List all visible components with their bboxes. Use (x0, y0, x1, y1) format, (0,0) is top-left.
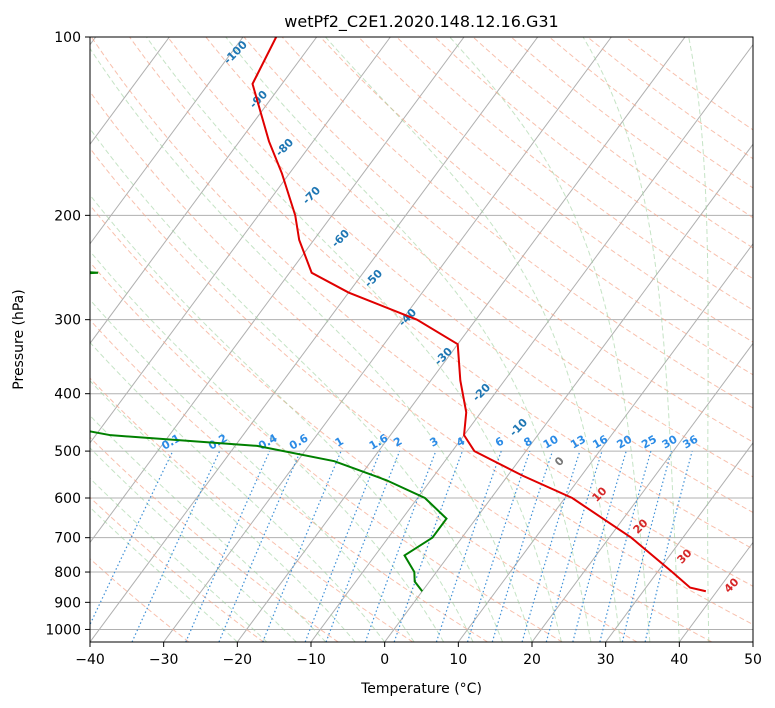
mixing-ratio-line (262, 450, 342, 642)
dry-adiabat-line (90, 261, 563, 642)
plot-frame (89, 36, 754, 643)
dry-adiabat-line (167, 37, 753, 514)
y-tick-label: 800 (54, 565, 81, 581)
isotherm-line (90, 37, 170, 146)
x-tick-label: 30 (597, 652, 615, 668)
dewpoint-profile-line (90, 271, 448, 592)
isotherm-line (384, 143, 753, 642)
dry-adiabat-line (90, 90, 753, 626)
x-tick-label: 10 (449, 652, 467, 668)
moist-adiabat-line (90, 194, 474, 642)
moist-adiabat-line (90, 250, 445, 642)
mixing-ratio-line (393, 450, 463, 642)
y-tick-label: 300 (54, 313, 81, 329)
moist-adiabat-line (90, 380, 356, 642)
x-tick-label: −30 (149, 652, 179, 668)
isotherm-line (90, 37, 244, 245)
moist-adiabat-lines (90, 37, 710, 642)
isotherm-line (310, 43, 753, 642)
isotherm-line (90, 37, 391, 444)
y-tick-label: 900 (54, 595, 81, 611)
mixing-ratio-line (466, 450, 531, 642)
isotherm-line (90, 37, 318, 345)
plot-area (90, 37, 753, 642)
x-tick-label: −40 (75, 652, 105, 668)
x-tick-label: 20 (523, 652, 541, 668)
mixing-ratio-line (521, 450, 581, 642)
y-tick-label: 1000 (45, 622, 81, 638)
moist-adiabat-line (90, 477, 268, 642)
moist-adiabat-line (582, 37, 680, 642)
x-axis-label: Temperature (°C) (360, 681, 482, 697)
mixing-ratio-line (218, 450, 302, 642)
mixing-ratio-line (185, 450, 271, 642)
dry-adiabat-line (90, 319, 488, 642)
mixing-ratio-line (621, 450, 672, 642)
isotherm-line (457, 242, 753, 642)
moist-adiabat-line (449, 37, 651, 642)
isotherm-line (90, 37, 465, 544)
x-tick-label: −20 (223, 652, 253, 668)
dry-adiabat-line (129, 37, 753, 550)
isotherm-line (605, 442, 753, 642)
dry-adiabat-line (243, 37, 753, 443)
mixing-ratio-line (435, 450, 502, 642)
x-axis-ticks: −40 −30 −20 −10 0 10 20 30 40 50 (75, 642, 762, 668)
temperature-profile-line (251, 37, 707, 593)
isotherm-line (531, 342, 753, 642)
dry-adiabat-line (90, 377, 414, 642)
y-tick-label: 400 (54, 387, 81, 403)
mixing-ratio-line (599, 450, 652, 642)
moist-adiabat-line (325, 37, 621, 642)
moist-adiabat-line (90, 506, 238, 642)
isotherm-line (752, 641, 753, 642)
isotherm-lines (90, 37, 753, 642)
plot-background (90, 37, 753, 642)
mixing-ratio-line (545, 450, 603, 642)
moist-adiabat-line (146, 37, 562, 642)
y-tick-label: 500 (54, 444, 81, 460)
y-axis-label: Pressure (hPa) (11, 289, 27, 389)
dry-adiabat-line (90, 204, 638, 642)
dry-adiabat-line (90, 558, 190, 642)
mixing-ratio-line (304, 450, 381, 642)
dry-adiabat-line (396, 37, 753, 311)
mixing-ratio-line (325, 450, 401, 642)
x-tick-label: 0 (380, 652, 389, 668)
moist-adiabat-line (688, 37, 710, 642)
isotherm-line (90, 37, 539, 642)
moist-adiabat-line (90, 414, 327, 642)
dry-adiabat-lines (90, 37, 753, 642)
y-tick-label: 200 (54, 208, 81, 224)
moist-adiabat-line (225, 37, 592, 642)
x-tick-label: 50 (744, 652, 762, 668)
moist-adiabat-line (90, 299, 415, 642)
isotherm-line (236, 37, 686, 642)
moist-adiabat-line (90, 341, 386, 642)
x-tick-label: −10 (296, 652, 326, 668)
y-tick-label: 600 (54, 491, 81, 507)
y-axis-ticks: 100 200 300 400 500 600 700 800 900 1000 (45, 30, 90, 638)
profile-series (90, 37, 707, 593)
dry-adiabat-line (90, 147, 712, 642)
y-tick-label: 700 (54, 531, 81, 547)
x-tick-label: 40 (670, 652, 688, 668)
mixing-ratio-line (572, 450, 627, 642)
y-tick-label: 100 (54, 30, 81, 46)
moist-adiabat-line (90, 47, 533, 642)
dry-adiabat-line (281, 37, 753, 409)
moist-adiabat-line (90, 447, 297, 642)
isotherm-line (163, 37, 612, 642)
mixing-ratio-line (491, 450, 554, 642)
chart-title: wetPf2_C2E1.2020.148.12.16.G31 (284, 12, 558, 32)
